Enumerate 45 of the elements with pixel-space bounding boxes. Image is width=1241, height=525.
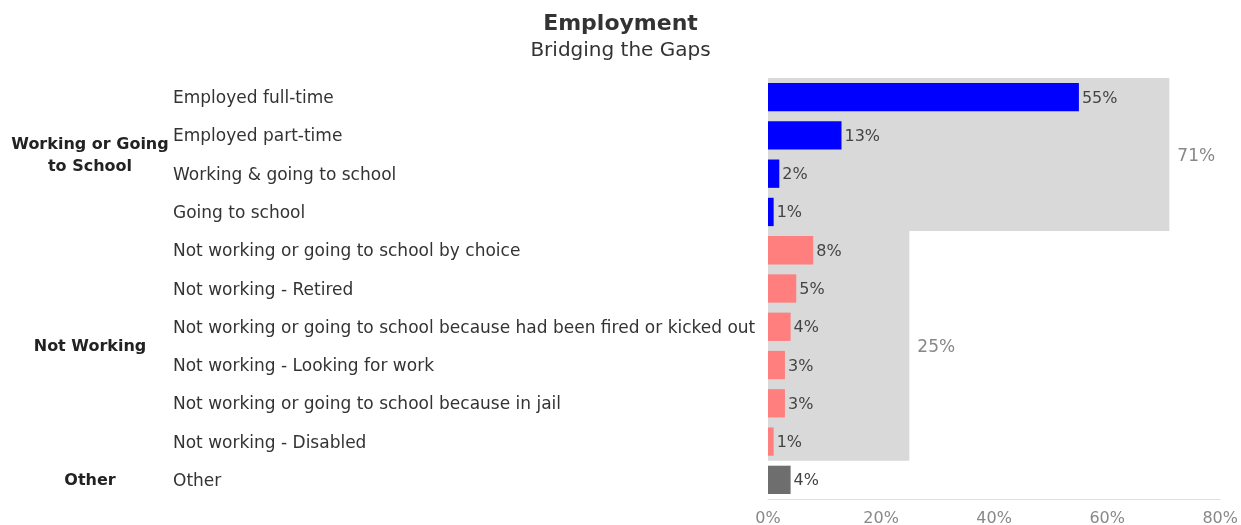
x-tick-label: 40% <box>976 507 1012 525</box>
y-tick-label: Employed part-time <box>173 125 343 146</box>
x-tick-label: 0% <box>755 507 781 525</box>
bar <box>768 121 842 150</box>
bar <box>768 274 797 303</box>
y-tick-label: Not working or going to school because had been fired or kicked out <box>173 316 756 337</box>
data-label: 4% <box>793 317 819 337</box>
y-tick-label: Not working - Disabled <box>173 431 367 452</box>
y-tick-label: Going to school <box>173 201 306 222</box>
bar <box>768 197 774 227</box>
x-tick-label: 80% <box>1202 507 1238 525</box>
text: Not Working <box>33 336 147 356</box>
data-label: 2% <box>782 164 808 184</box>
y-tick-label: Not working - Looking for work <box>173 355 435 376</box>
data-label: 5% <box>799 279 825 298</box>
bar <box>768 427 774 456</box>
y-tick-label: Not working or going to school because in jail <box>173 393 562 414</box>
x-tick-label: 20% <box>863 507 899 525</box>
data-label: 13% <box>844 125 881 145</box>
y-tick-label: Employed full-time <box>173 87 334 108</box>
band-label: 25% <box>917 335 956 356</box>
y-tick-label: Not working or going to school by choice <box>173 240 521 261</box>
y-tick-label: Not working - Retired <box>173 278 354 299</box>
bar <box>768 159 780 188</box>
text: Other <box>64 470 116 490</box>
chart-title: Employment <box>543 9 699 35</box>
data-label: 1% <box>776 432 803 452</box>
bar <box>768 236 814 265</box>
data-label: 8% <box>816 240 842 260</box>
data-label: 55% <box>1081 87 1118 107</box>
bar <box>768 389 785 418</box>
y-tick-label: Other <box>173 469 222 490</box>
data-label: 3% <box>787 355 814 375</box>
chart-subtitle: Bridging the Gaps <box>530 37 711 61</box>
y-tick-label: Working & going to school <box>173 163 397 184</box>
data-label: 1% <box>776 202 803 222</box>
text: Working or Going to School <box>11 134 169 176</box>
x-tick-label: 60% <box>1089 507 1125 525</box>
bar <box>768 350 785 380</box>
bar <box>768 312 791 341</box>
data-label: 4% <box>793 470 819 490</box>
bar <box>768 465 791 495</box>
data-label: 3% <box>787 393 814 413</box>
band-label: 71% <box>1177 144 1216 165</box>
bar <box>768 82 1079 112</box>
